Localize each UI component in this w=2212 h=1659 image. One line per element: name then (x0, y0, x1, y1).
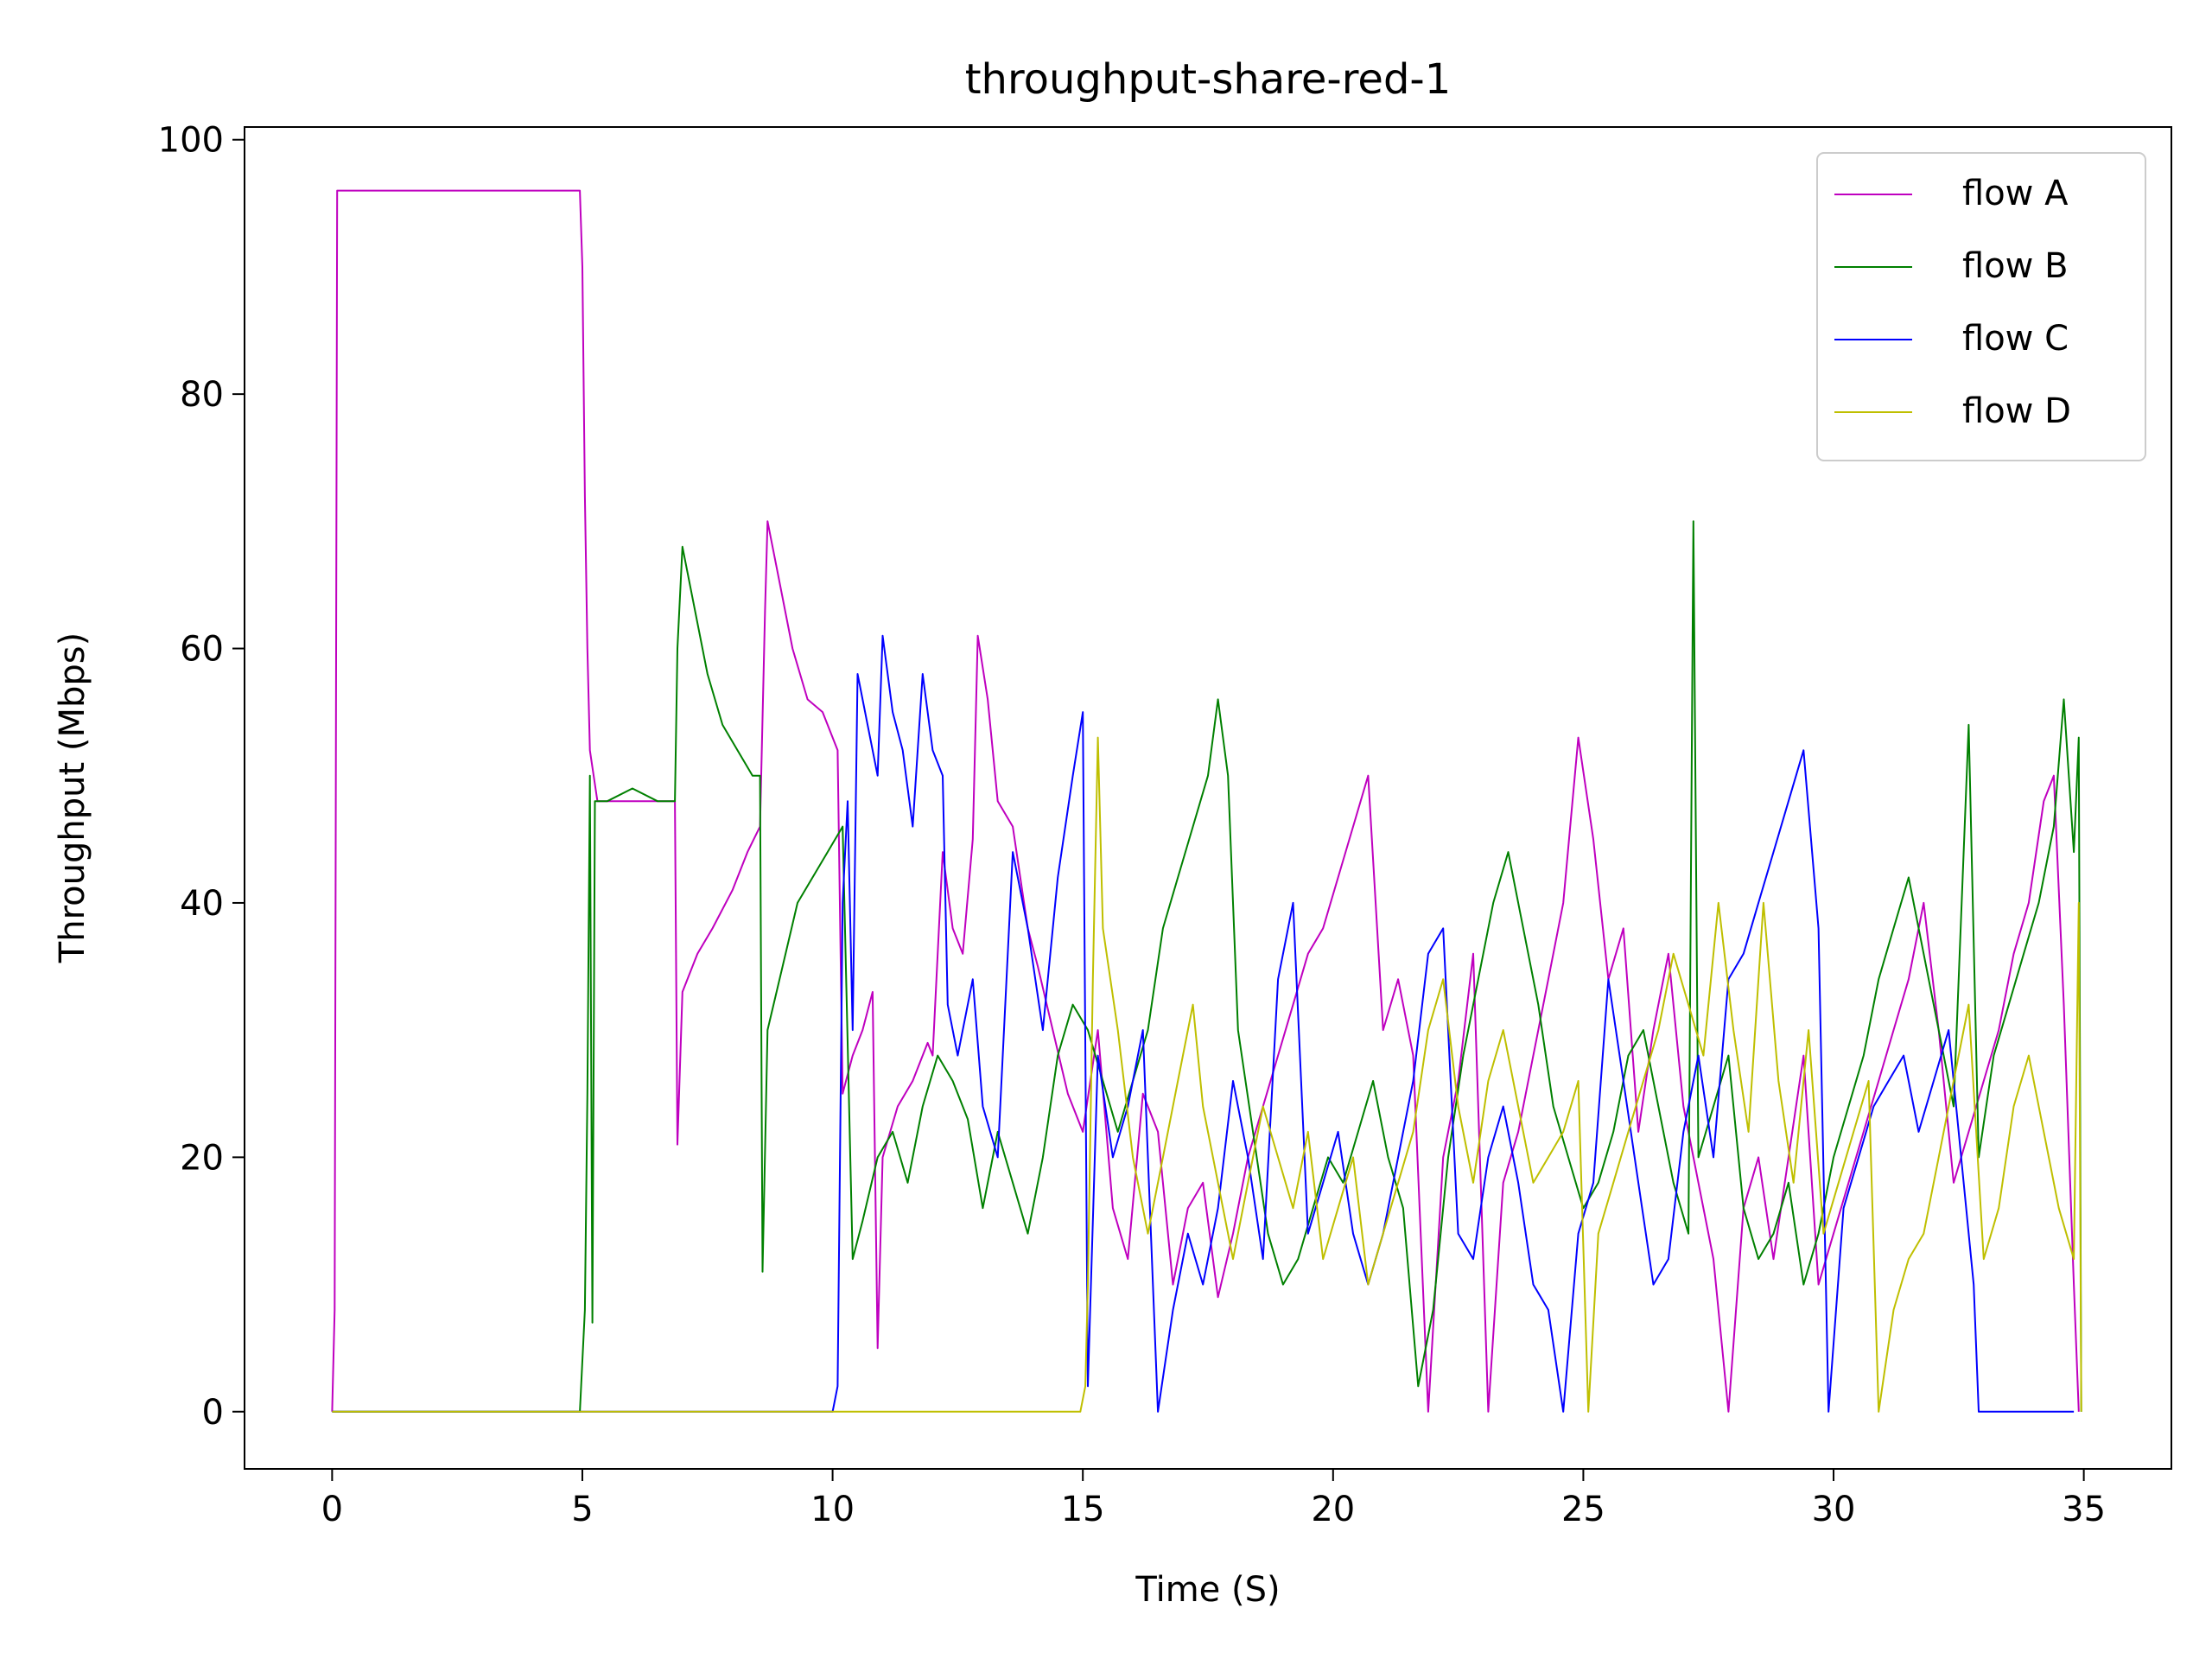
plot-area (331, 189, 2082, 1413)
legend-box (1816, 152, 2146, 461)
x-axis: 0 5 10 15 20 25 30 35 (321, 1469, 2106, 1529)
y-tick-label: 100 (158, 121, 224, 161)
legend-label: flow A (1962, 174, 2069, 213)
x-tick-label: 25 (1561, 1490, 1605, 1529)
plot-frame (244, 126, 2172, 1470)
legend-label: flow B (1962, 246, 2069, 286)
y-tick-label: 80 (180, 375, 224, 415)
x-tick-label: 20 (1311, 1490, 1355, 1529)
y-tick-label: 20 (180, 1138, 224, 1178)
x-tick-label: 5 (571, 1490, 593, 1529)
x-tick-label: 10 (810, 1490, 855, 1529)
y-axis: 0 20 40 60 80 100 (158, 121, 245, 1433)
y-tick-label: 40 (180, 884, 224, 924)
x-tick-label: 15 (1061, 1490, 1105, 1529)
y-tick-label: 60 (180, 630, 224, 670)
legend-label: flow D (1962, 391, 2071, 431)
x-axis-label: Time (S) (1135, 1570, 1280, 1610)
legend-label: flow C (1962, 319, 2069, 359)
series-line-flow-b (332, 520, 2082, 1413)
y-tick-label: 0 (202, 1393, 224, 1433)
series-line-flow-d (332, 736, 2082, 1413)
x-tick-label: 35 (2062, 1490, 2106, 1529)
x-tick-label: 0 (321, 1490, 343, 1529)
y-axis-label: Throughput (Mbps) (53, 632, 92, 963)
legend: flow A flow B flow C flow D (1816, 152, 2146, 461)
chart-title: throughput-share-red-1 (965, 55, 1452, 104)
x-tick-label: 30 (1812, 1490, 1856, 1529)
